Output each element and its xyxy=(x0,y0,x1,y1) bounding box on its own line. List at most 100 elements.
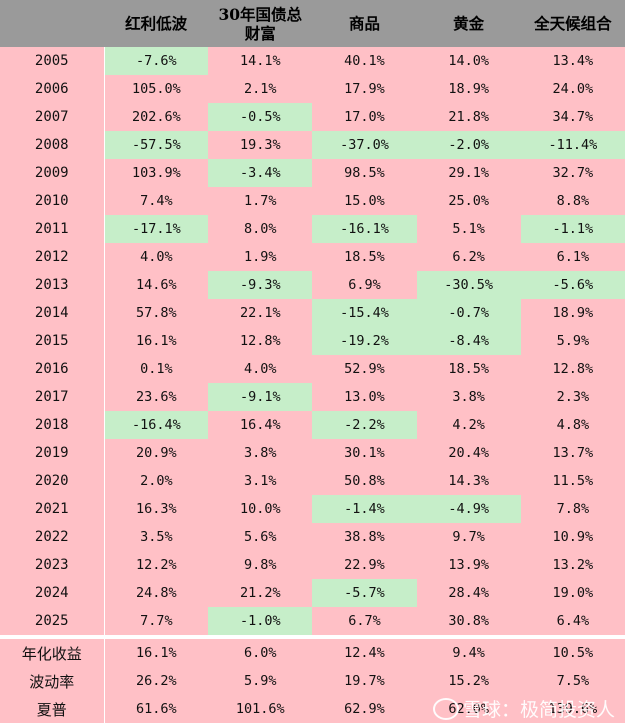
table-row: 2012 4.0% 1.9% 18.5% 6.2% 6.1% xyxy=(0,243,625,271)
year-cell: 2005 xyxy=(0,47,105,75)
summary-cell: 15.2% xyxy=(416,667,521,695)
year-cell: 2019 xyxy=(0,439,105,467)
summary-cell: 9.4% xyxy=(416,639,521,667)
return-cell: 22.9% xyxy=(312,551,417,579)
return-cell: -3.4% xyxy=(208,159,313,187)
table-row: 2013 14.6% -9.3% 6.9% -30.5% -5.6% xyxy=(0,271,625,299)
return-cell: 11.5% xyxy=(520,467,625,495)
return-cell: 8.8% xyxy=(520,187,625,215)
header-all-weather: 全天候组合 xyxy=(520,0,625,47)
return-cell: 4.2% xyxy=(416,411,521,439)
summary-cell: 62.9% xyxy=(312,695,417,723)
return-cell: 6.7% xyxy=(312,607,417,635)
return-cell: -16.4% xyxy=(104,411,209,439)
return-cell: 14.6% xyxy=(104,271,209,299)
return-cell: 20.9% xyxy=(104,439,209,467)
table-row: 2017 23.6% -9.1% 13.0% 3.8% 2.3% xyxy=(0,383,625,411)
return-cell: -15.4% xyxy=(312,299,417,327)
header-row: 红利低波 30年国债总财富 商品 黄金 全天候组合 xyxy=(0,0,625,47)
summary-divider xyxy=(0,635,625,639)
return-cell: 13.9% xyxy=(416,551,521,579)
summary-cell: 139.6% xyxy=(520,695,625,723)
table-row: 2023 12.2% 9.8% 22.9% 13.9% 13.2% xyxy=(0,551,625,579)
return-cell: -8.4% xyxy=(416,327,521,355)
return-cell: 12.8% xyxy=(208,327,313,355)
table-row: 2025 7.7% -1.0% 6.7% 30.8% 6.4% xyxy=(0,607,625,635)
return-cell: 21.8% xyxy=(416,103,521,131)
return-cell: 22.1% xyxy=(208,299,313,327)
table-row: 2016 0.1% 4.0% 52.9% 18.5% 12.8% xyxy=(0,355,625,383)
return-cell: -11.4% xyxy=(520,131,625,159)
return-cell: -2.0% xyxy=(416,131,521,159)
return-cell: 15.0% xyxy=(312,187,417,215)
return-cell: 9.8% xyxy=(208,551,313,579)
return-cell: 98.5% xyxy=(312,159,417,187)
return-cell: -30.5% xyxy=(416,271,521,299)
summary-label: 夏普 xyxy=(0,695,105,723)
summary-cell: 6.0% xyxy=(208,639,313,667)
header-dividend-low-vol: 红利低波 xyxy=(104,0,209,47)
return-cell: 34.7% xyxy=(520,103,625,131)
year-cell: 2008 xyxy=(0,131,105,159)
return-cell: 14.1% xyxy=(208,47,313,75)
return-cell: 12.2% xyxy=(104,551,209,579)
return-cell: 29.1% xyxy=(416,159,521,187)
table-row: 2014 57.8% 22.1% -15.4% -0.7% 18.9% xyxy=(0,299,625,327)
return-cell: 6.4% xyxy=(520,607,625,635)
return-cell: 57.8% xyxy=(104,299,209,327)
return-cell: -7.6% xyxy=(104,47,209,75)
return-cell: -1.0% xyxy=(208,607,313,635)
return-cell: 38.8% xyxy=(312,523,417,551)
year-cell: 2021 xyxy=(0,495,105,523)
table-row: 2007 202.6% -0.5% 17.0% 21.8% 34.7% xyxy=(0,103,625,131)
return-cell: 2.3% xyxy=(520,383,625,411)
return-cell: -57.5% xyxy=(104,131,209,159)
return-cell: 24.8% xyxy=(104,579,209,607)
return-cell: -0.5% xyxy=(208,103,313,131)
year-cell: 2006 xyxy=(0,75,105,103)
return-cell: 0.1% xyxy=(104,355,209,383)
year-cell: 2012 xyxy=(0,243,105,271)
header-corner xyxy=(0,0,104,47)
table-row: 2024 24.8% 21.2% -5.7% 28.4% 19.0% xyxy=(0,579,625,607)
summary-cell: 5.9% xyxy=(208,667,313,695)
return-cell: 4.8% xyxy=(520,411,625,439)
summary-label: 年化收益 xyxy=(0,639,105,667)
return-cell: 4.0% xyxy=(208,355,313,383)
return-cell: 13.2% xyxy=(520,551,625,579)
table-row: 2006 105.0% 2.1% 17.9% 18.9% 24.0% xyxy=(0,75,625,103)
return-cell: 10.9% xyxy=(520,523,625,551)
return-cell: -9.3% xyxy=(208,271,313,299)
return-cell: 6.1% xyxy=(520,243,625,271)
return-cell: 18.5% xyxy=(312,243,417,271)
return-cell: -0.7% xyxy=(416,299,521,327)
return-cell: -37.0% xyxy=(312,131,417,159)
return-cell: 13.0% xyxy=(312,383,417,411)
table-row: 2022 3.5% 5.6% 38.8% 9.7% 10.9% xyxy=(0,523,625,551)
summary-cell: 10.5% xyxy=(520,639,625,667)
return-cell: 5.1% xyxy=(416,215,521,243)
snowball-logo-icon xyxy=(432,697,459,720)
return-cell: 24.0% xyxy=(520,75,625,103)
return-cell: -4.9% xyxy=(416,495,521,523)
year-cell: 2024 xyxy=(0,579,105,607)
year-cell: 2023 xyxy=(0,551,105,579)
return-cell: 7.4% xyxy=(104,187,209,215)
watermark: 雪球：极简投资人 xyxy=(432,695,615,722)
return-cell: -1.1% xyxy=(520,215,625,243)
return-cell: 5.9% xyxy=(520,327,625,355)
year-cell: 2017 xyxy=(0,383,105,411)
return-cell: 3.1% xyxy=(208,467,313,495)
return-cell: 40.1% xyxy=(312,47,417,75)
summary-row: 年化收益 16.1% 6.0% 12.4% 9.4% 10.5% xyxy=(0,639,625,667)
return-cell: 52.9% xyxy=(312,355,417,383)
return-cell: 16.4% xyxy=(208,411,313,439)
return-cell: -5.7% xyxy=(312,579,417,607)
return-cell: 1.9% xyxy=(208,243,313,271)
table-row: 2015 16.1% 12.8% -19.2% -8.4% 5.9% xyxy=(0,327,625,355)
table-row: 2021 16.3% 10.0% -1.4% -4.9% 7.8% xyxy=(0,495,625,523)
return-cell: 18.9% xyxy=(416,75,521,103)
return-cell: 7.7% xyxy=(104,607,209,635)
table-row: 2018 -16.4% 16.4% -2.2% 4.2% 4.8% xyxy=(0,411,625,439)
